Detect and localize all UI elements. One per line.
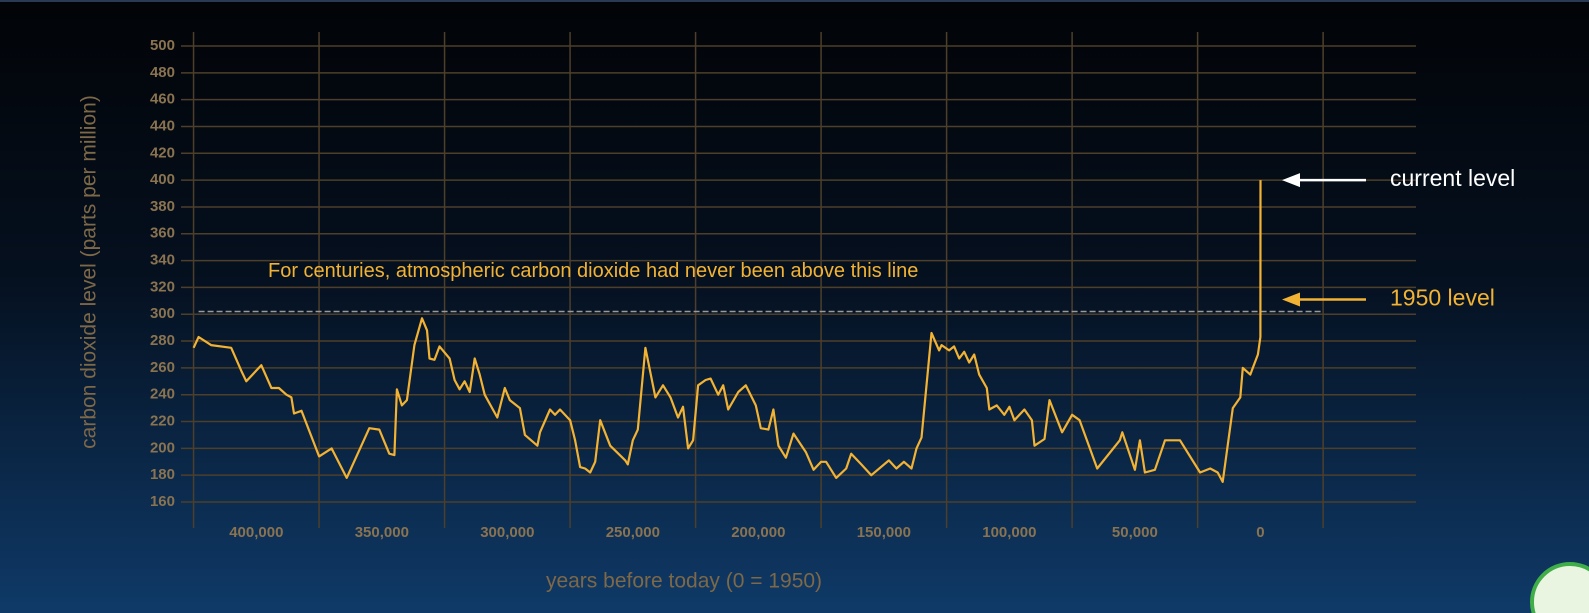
x-tick-label: 250,000 (606, 524, 660, 541)
y-tick-label: 280 (150, 332, 175, 349)
arrow-head (1282, 292, 1300, 307)
x-tick-label: 0 (1256, 524, 1264, 541)
x-tick-label: 200,000 (731, 524, 785, 541)
logo (1530, 562, 1589, 613)
y-tick-label: 500 (150, 37, 175, 54)
reference-label: For centuries, atmospheric carbon dioxid… (268, 260, 918, 282)
y-tick-label: 180 (150, 466, 175, 483)
y-tick-label: 360 (150, 225, 175, 242)
x-tick-label: 300,000 (480, 524, 534, 541)
y-axis-title: carbon dioxide level (parts per million) (78, 95, 101, 449)
data-line (192, 180, 1262, 483)
y-tick-label: 160 (150, 493, 175, 510)
x-tick-label: 400,000 (229, 524, 283, 541)
y-tick-label: 420 (150, 144, 175, 161)
x-tick-label: 150,000 (857, 524, 911, 541)
y-tick-label: 440 (150, 117, 175, 134)
y-tick-label: 460 (150, 91, 175, 108)
y-tick-label: 320 (150, 278, 175, 295)
annotation-label: current level (1390, 165, 1515, 191)
y-tick-label: 380 (150, 198, 175, 215)
y-tick-label: 480 (150, 64, 175, 81)
y-tick-label: 300 (150, 305, 175, 322)
x-tick-label: 350,000 (355, 524, 409, 541)
x-tick-label: 100,000 (982, 524, 1036, 541)
arrow-head (1282, 173, 1300, 188)
y-tick-label: 220 (150, 412, 175, 429)
x-axis-title: years before today (0 = 1950) (546, 570, 822, 593)
y-tick-label: 400 (150, 171, 175, 188)
y-tick-label: 340 (150, 252, 175, 269)
y-tick-label: 240 (150, 386, 175, 403)
y-tick-label: 200 (150, 439, 175, 456)
annotation-label: 1950 level (1390, 285, 1495, 311)
x-tick-label: 50,000 (1112, 524, 1158, 541)
y-tick-label: 260 (150, 359, 175, 376)
